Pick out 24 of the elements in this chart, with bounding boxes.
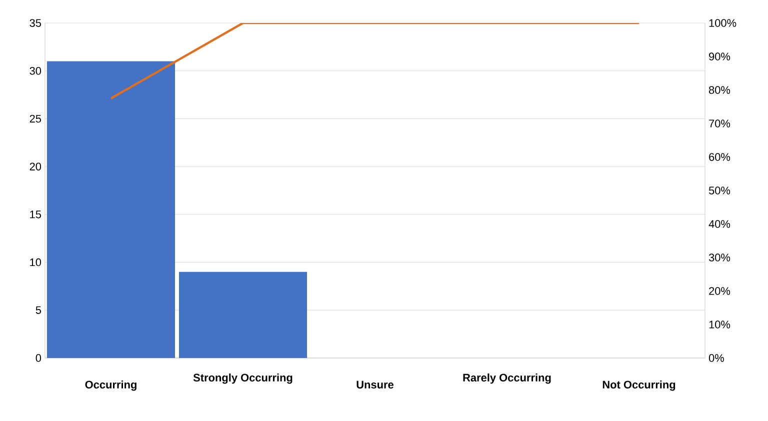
y2-tick-label: 40%	[708, 220, 730, 228]
y-tick-label: 25	[30, 114, 42, 123]
y2-tick-label: 50%	[708, 186, 730, 194]
x-tick-label: Rarely Occurring	[463, 373, 551, 384]
y2-tick-label: 20%	[709, 287, 730, 295]
y2-tick-label: 80%	[708, 86, 730, 94]
y2-tick-label: 30%	[708, 254, 730, 262]
y2-tick-label: 0%	[708, 354, 724, 362]
y2-tick-label: 70%	[709, 120, 730, 128]
y-tick-label: 20	[30, 162, 42, 170]
x-tick-label: Not Occurring	[602, 380, 676, 391]
y-tick-label: 30	[30, 66, 42, 75]
y2-tick-label: 10%	[709, 320, 730, 328]
y-tick-label: 35	[30, 19, 42, 27]
y2-tick-label: 60%	[709, 153, 730, 161]
x-tick-label: Unsure	[356, 380, 394, 389]
y2-tick-label: 90%	[709, 52, 730, 60]
y-tick-label: 15	[30, 210, 42, 218]
y-tick-label: 10	[30, 258, 42, 266]
y-tick-label: 5	[36, 306, 42, 314]
y2-tick-label: 100%	[709, 19, 736, 27]
y-tick-label: 0	[36, 354, 42, 362]
x-tick-label: Strongly Occurring	[193, 373, 292, 384]
x-tick-label: Occurring	[85, 380, 136, 391]
